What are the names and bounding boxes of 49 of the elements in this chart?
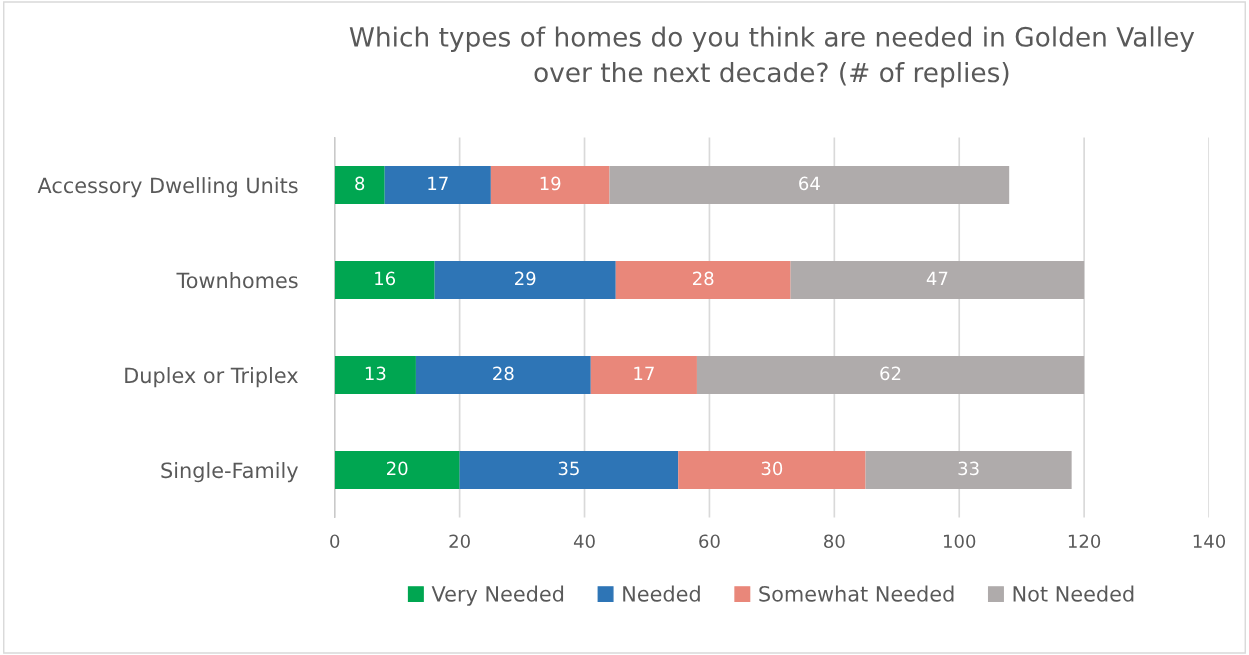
data-label: 13: [365, 366, 386, 381]
bar: [334, 261, 435, 300]
data-label: 29: [515, 271, 536, 286]
legend-label: Needed: [623, 585, 700, 602]
data-label: 47: [926, 271, 948, 285]
data-label: 17: [634, 366, 654, 380]
bar: [590, 355, 697, 394]
legend-label: Very Needed: [431, 585, 564, 606]
data-label: 62: [880, 366, 901, 381]
y-tick-label: Accessory Dwelling Units: [37, 177, 298, 198]
chart-title: Which types of homes do you think are needed in Golden Valley over the next decade? (# of replies): [349, 26, 1195, 88]
y-tick-label: Duplex or Triplex: [125, 367, 298, 388]
data-label: 17: [428, 176, 448, 191]
data-label: 19: [540, 176, 561, 191]
bar: [696, 355, 1085, 394]
x-tick-label: 20: [449, 534, 470, 549]
data-label: 28: [493, 366, 514, 381]
data-label: 30: [761, 461, 783, 476]
bar: [678, 450, 866, 489]
bar: [790, 261, 1085, 300]
x-tick-label: 60: [699, 534, 720, 549]
data-label: 16: [375, 271, 396, 286]
data-label: 28: [693, 271, 714, 286]
data-label: 33: [958, 461, 979, 476]
x-tick-label: 120: [1068, 534, 1101, 549]
x-tick-label: 40: [573, 534, 595, 549]
bar: [415, 355, 591, 394]
legend-label: Somewhat Needed: [759, 585, 954, 602]
data-label: 35: [558, 461, 579, 476]
bar: [334, 355, 416, 394]
bar: [490, 166, 610, 205]
bar: [609, 166, 1010, 205]
bar: [865, 450, 1072, 489]
bar: [384, 166, 491, 205]
bar: [334, 450, 460, 489]
bar: [615, 261, 791, 300]
x-tick-label: 100: [943, 534, 976, 549]
data-label: 20: [387, 461, 408, 476]
x-tick-label: 80: [824, 534, 845, 549]
legend-label: Not Needed: [1013, 585, 1134, 602]
y-tick-label: Townhomes: [176, 272, 298, 289]
bar: [334, 166, 385, 205]
x-tick-label: 140: [1193, 534, 1226, 549]
data-label: 64: [799, 176, 820, 191]
x-tick-label: 0: [330, 534, 340, 549]
y-tick-label: Single-Family: [161, 462, 298, 483]
bar: [459, 450, 679, 489]
bar: [434, 261, 616, 300]
data-label: 8: [355, 176, 365, 191]
